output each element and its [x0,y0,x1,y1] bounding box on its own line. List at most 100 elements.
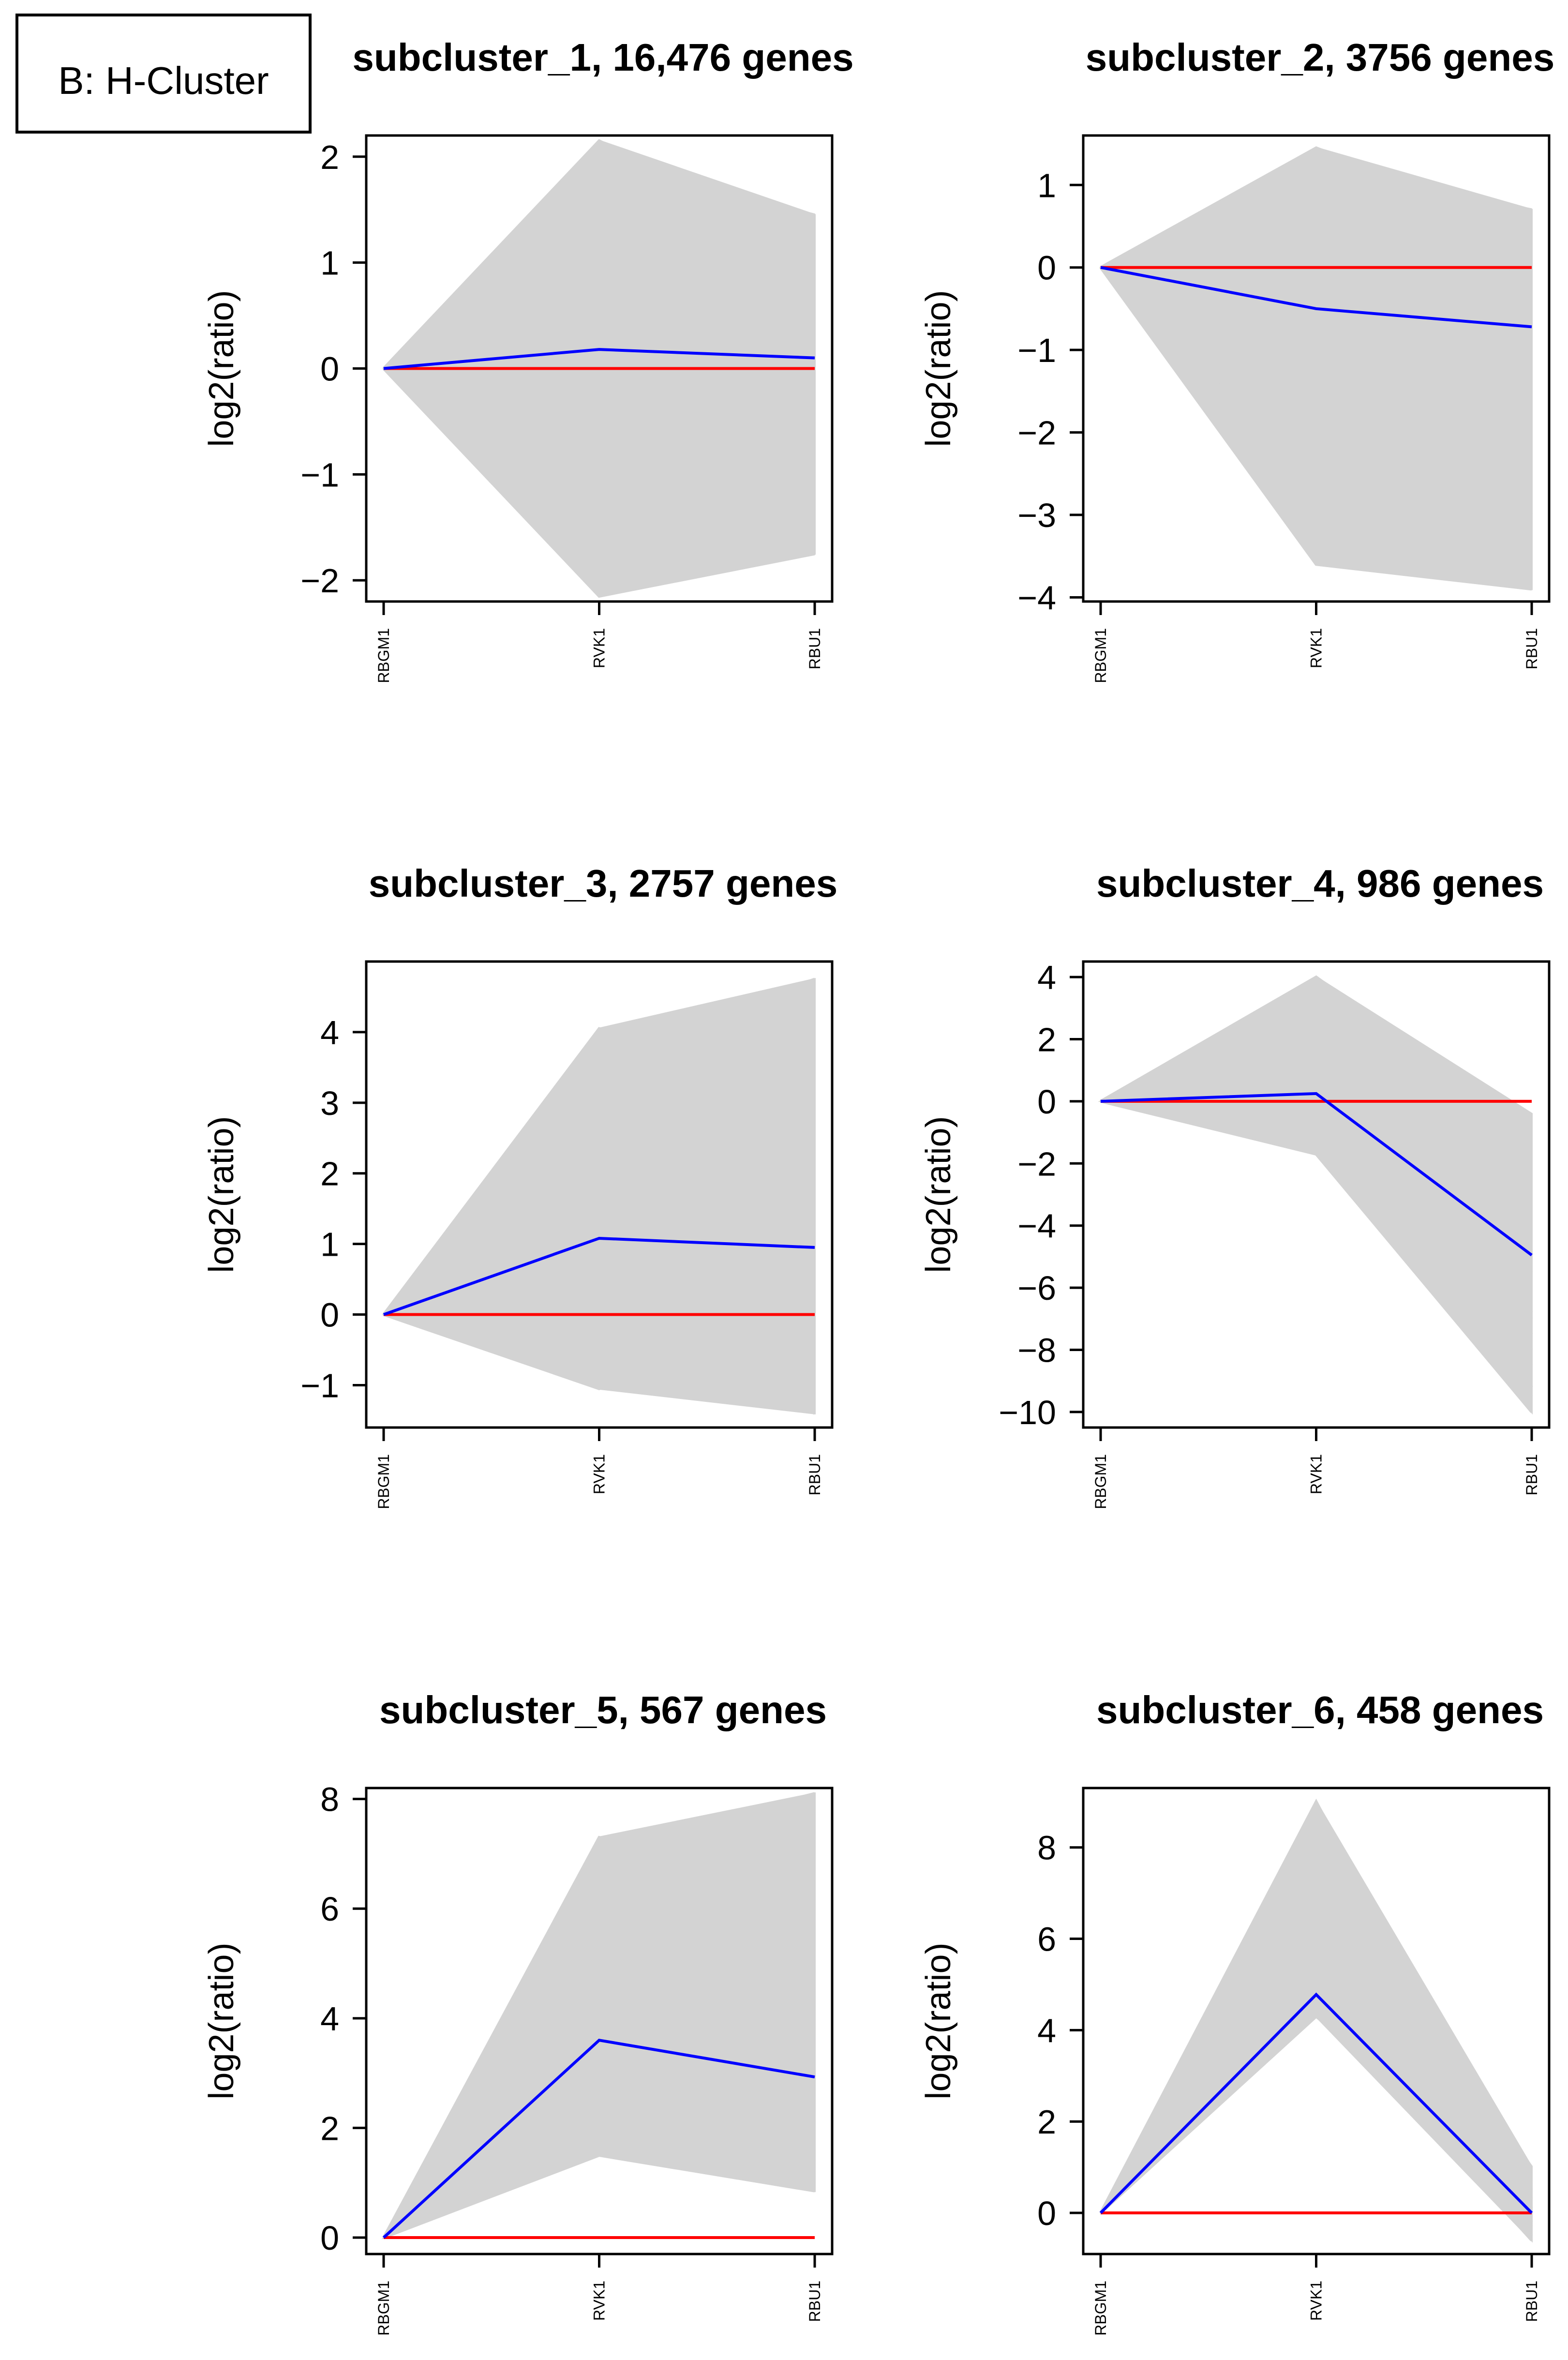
x-tick-label: RBU1 [1523,2281,1540,2322]
gene-profile-line [383,1157,816,1386]
chart-panel-3: −1 0 1 2 3 4 RBGM1 RVK1 RBU1 log2(ratio) subcluste… [202,862,837,1509]
gene-profile-line [383,240,816,391]
gene-profile-line [383,2153,815,2239]
chart-panel-4: −10 −8 −6 −4 −2 0 2 4 RBGM1 RVK1 RBU1 log2(ratio) su… [919,862,1551,1509]
x-tick-label: RBU1 [806,628,823,669]
gene-profile-line [383,1115,815,1316]
gene-profile-line [1099,266,1532,591]
profile-band [382,977,816,1415]
gene-profile-line [383,1299,816,1390]
gene-profile-line [1099,266,1533,583]
plot-area [382,977,816,1415]
panel-label: B: H-Cluster [58,59,269,102]
x-tick-label: RVK1 [591,628,608,668]
gene-profile-line [382,1962,815,2239]
gene-profile-line [383,2110,815,2239]
y-tick-label: 0 [1037,2195,1056,2232]
gene-profile-line [1100,1037,1533,1351]
gene-profile-line [1099,1964,1533,2214]
y-tick-label: 2 [320,1155,339,1193]
gene-profile-line [383,261,816,476]
chart-title: subcluster_6, 458 genes [1096,1688,1544,1731]
plot-area [1098,975,1533,1415]
gene-profile-line [382,1087,815,1316]
gene-profile-line [1100,266,1533,483]
profile-band [1099,147,1533,590]
gene-profile-line [382,1896,815,2239]
chart-panel-2: −4 −3 −2 −1 0 1 RBGM1 RVK1 RBU1 log2(ratio) subclu… [919,36,1554,683]
gene-profile-line [1099,1954,1533,2214]
gene-profile-line [1100,1012,1533,1252]
y-tick-label: 8 [1037,1829,1056,1867]
gene-profile-line [383,293,816,402]
x-tick-label: RVK1 [1308,2281,1325,2321]
gene-profile-line [383,1313,815,1380]
gene-profile-line [1100,266,1532,451]
chart-panel-1: −2 −1 0 1 2 RBGM1 RVK1 RBU1 log2(ratio) subcluste… [202,36,854,683]
profile-band [1100,1800,1533,2243]
gene-profile-line [382,1080,815,1316]
gene-profile-line [383,2071,816,2239]
x-tick-label: RBU1 [1523,1454,1540,1495]
gene-profile-line [1100,266,1533,434]
gene-profile-line [383,1137,816,1316]
gene-profile-line [382,1115,816,1316]
gene-profile-line [1100,241,1532,269]
gene-profile-line [1099,2005,1533,2214]
y-tick-label: −10 [999,1394,1056,1431]
x-tick-label: RBGM1 [1092,2281,1109,2336]
gene-profile-line [382,1864,816,2239]
y-axis-label: log2(ratio) [202,1116,241,1273]
chart-title: subcluster_1, 16,476 genes [352,36,853,79]
y-tick-label: 2 [320,2109,339,2147]
gene-profile-line [382,1989,816,2239]
gene-profile-line [1099,2014,1533,2214]
gene-profile-line [1100,266,1533,541]
y-tick-label: 4 [1037,2012,1056,2049]
gene-profile-line [383,1257,816,1344]
gene-profile-line [383,335,816,455]
gene-profile-line [1099,266,1532,500]
gene-profile-line [1100,1099,1533,1398]
gene-profile-line [1100,1084,1533,1171]
gene-profile-line [1100,266,1533,557]
gene-profile-line [383,2028,815,2239]
x-tick-label: RBGM1 [375,1454,392,1509]
gene-profile-line [383,367,815,413]
y-tick-label: 2 [1037,2103,1056,2141]
gene-profile-line [383,293,815,370]
gene-profile-line [1099,1858,1533,2214]
chart-title: subcluster_2, 3756 genes [1086,36,1554,79]
x-tick-label: RBU1 [806,2281,823,2322]
y-axis-label: log2(ratio) [919,1116,958,1273]
y-axis-label: log2(ratio) [202,1942,241,2099]
chart-title: subcluster_5, 567 genes [379,1688,827,1731]
gene-profile-line [1100,266,1533,516]
gene-profile-line [1100,1053,1533,1212]
gene-profile-line [382,1912,816,2239]
gene-profile-line [1099,266,1533,566]
y-axis-label: log2(ratio) [919,290,958,447]
gene-profile-line [1100,975,1533,1134]
gene-profile-line [383,240,815,370]
gene-profile-line [382,1951,815,2239]
y-tick-label: 0 [1037,1083,1056,1121]
plot-area [382,139,816,598]
y-tick-label: 1 [1037,166,1056,204]
chart-panel-6: 0 2 4 6 8 RBGM1 RVK1 RBU1 log2(ratio) subcluster_… [919,1688,1551,2336]
gene-profile-line [383,1207,816,1352]
y-tick-label: −1 [1017,331,1056,369]
gene-profile-line [1100,266,1532,459]
gene-profile-line [1100,1044,1532,1118]
gene-profile-line [1100,1099,1533,1295]
plot-area [1099,146,1533,591]
mean-profile-line [382,2038,815,2239]
x-tick-label: RVK1 [1308,1454,1325,1494]
gene-profile-line [1100,167,1532,269]
gene-profile-line [383,367,815,466]
gene-profile-line [1100,1099,1533,1227]
mean-profile-line [1100,266,1532,329]
gene-profile-line [383,367,815,529]
